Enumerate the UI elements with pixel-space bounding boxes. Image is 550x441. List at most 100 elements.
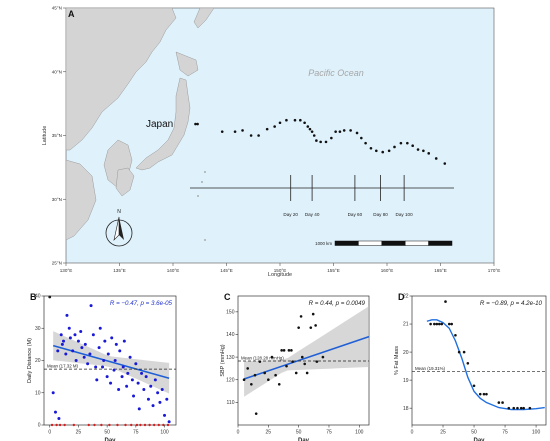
data-point bbox=[315, 360, 319, 363]
data-point bbox=[114, 342, 118, 346]
data-point bbox=[62, 339, 66, 343]
data-point bbox=[277, 382, 281, 386]
data-point bbox=[297, 326, 300, 329]
correlation-annotation: R = −0.47, p = 3.6e-05 bbox=[110, 300, 173, 307]
island-marker bbox=[197, 195, 199, 197]
data-point bbox=[309, 326, 313, 329]
asia-mainland bbox=[65, 7, 177, 151]
zero-distance-point bbox=[135, 423, 139, 427]
map-y-tick-label: 30°N bbox=[52, 197, 62, 202]
zero-distance-point bbox=[148, 423, 151, 427]
data-point bbox=[280, 349, 283, 352]
data-point bbox=[267, 378, 270, 382]
data-point bbox=[109, 381, 113, 385]
data-point bbox=[253, 373, 257, 377]
track-point bbox=[330, 136, 333, 140]
zero-distance-point bbox=[143, 423, 147, 427]
data-point bbox=[454, 333, 457, 337]
data-point bbox=[91, 333, 95, 337]
data-point bbox=[482, 392, 486, 396]
data-point bbox=[321, 355, 325, 359]
correlation-annotation: R = −0.89, p = 4.2e-10 bbox=[480, 300, 543, 307]
kyushu bbox=[115, 167, 135, 197]
track-point bbox=[299, 118, 302, 122]
track-point bbox=[285, 118, 288, 122]
zero-distance-point bbox=[139, 423, 142, 427]
data-point bbox=[122, 339, 126, 343]
honshu bbox=[135, 77, 191, 171]
track-point bbox=[194, 122, 197, 126]
track-point bbox=[399, 141, 403, 145]
track-point bbox=[249, 134, 253, 137]
data-point bbox=[106, 352, 110, 356]
data-point bbox=[314, 324, 317, 327]
track-point bbox=[293, 118, 297, 122]
data-point bbox=[305, 371, 309, 375]
track-point bbox=[196, 122, 199, 126]
data-point bbox=[82, 355, 86, 359]
zero-distance-point bbox=[130, 423, 133, 427]
map-y-tick-label: 40°N bbox=[52, 69, 62, 74]
zero-distance-point bbox=[87, 423, 90, 427]
data-point bbox=[294, 371, 298, 375]
data-point bbox=[457, 350, 461, 354]
data-point bbox=[435, 322, 439, 326]
scale-bar-segment bbox=[358, 240, 383, 246]
track-point bbox=[265, 127, 269, 131]
mean-label: Mean (17.32 M) bbox=[47, 364, 79, 369]
map-y-axis-label: Latitude bbox=[42, 126, 48, 146]
data-point bbox=[156, 391, 160, 395]
data-point bbox=[95, 378, 99, 382]
data-point bbox=[144, 375, 148, 379]
data-point bbox=[519, 406, 523, 410]
zero-distance-point bbox=[63, 423, 66, 427]
sakhalin bbox=[193, 7, 215, 29]
panel-label-d: D bbox=[398, 292, 405, 302]
timeline-label: Day 100 bbox=[396, 212, 414, 217]
data-point bbox=[136, 381, 140, 385]
data-point bbox=[462, 350, 466, 354]
scale-bar-segment bbox=[404, 240, 429, 246]
y-tick-label: 140 bbox=[226, 332, 235, 338]
data-point bbox=[132, 394, 136, 398]
y-axis-label: Daily Distance (M) bbox=[27, 338, 33, 383]
data-point bbox=[94, 365, 98, 369]
data-point bbox=[73, 333, 77, 337]
data-point bbox=[64, 352, 68, 356]
zero-distance-point bbox=[100, 423, 103, 427]
data-point bbox=[258, 360, 262, 363]
north-arrow-dark bbox=[119, 217, 124, 240]
track-point bbox=[364, 141, 367, 145]
map-x-axis-label: Longitude bbox=[268, 272, 292, 278]
x-tick-label: 100 bbox=[160, 430, 169, 436]
x-tick-label: 75 bbox=[133, 430, 139, 436]
data-point bbox=[507, 406, 511, 410]
data-point bbox=[246, 367, 250, 370]
china-coast bbox=[65, 159, 97, 241]
data-point bbox=[126, 371, 130, 375]
data-point bbox=[263, 371, 266, 375]
data-point bbox=[57, 417, 61, 421]
data-point bbox=[158, 400, 162, 404]
track-point bbox=[406, 141, 409, 145]
track-point bbox=[360, 136, 363, 140]
data-point bbox=[153, 378, 157, 382]
track-point bbox=[427, 152, 431, 155]
track-point bbox=[422, 149, 425, 153]
data-point bbox=[282, 349, 286, 352]
data-point bbox=[528, 406, 532, 410]
data-point bbox=[299, 315, 303, 318]
data-point bbox=[74, 359, 78, 362]
data-point bbox=[67, 326, 71, 330]
zero-distance-point bbox=[116, 423, 119, 427]
data-point bbox=[117, 388, 121, 392]
zero-distance-point bbox=[58, 423, 62, 427]
data-point bbox=[429, 322, 432, 326]
data-point bbox=[118, 349, 122, 353]
data-point bbox=[71, 349, 75, 353]
track-point bbox=[257, 134, 260, 137]
data-point bbox=[142, 388, 146, 392]
y-tick-label: 110 bbox=[227, 400, 235, 406]
data-point bbox=[80, 346, 84, 350]
track-point bbox=[233, 130, 237, 133]
